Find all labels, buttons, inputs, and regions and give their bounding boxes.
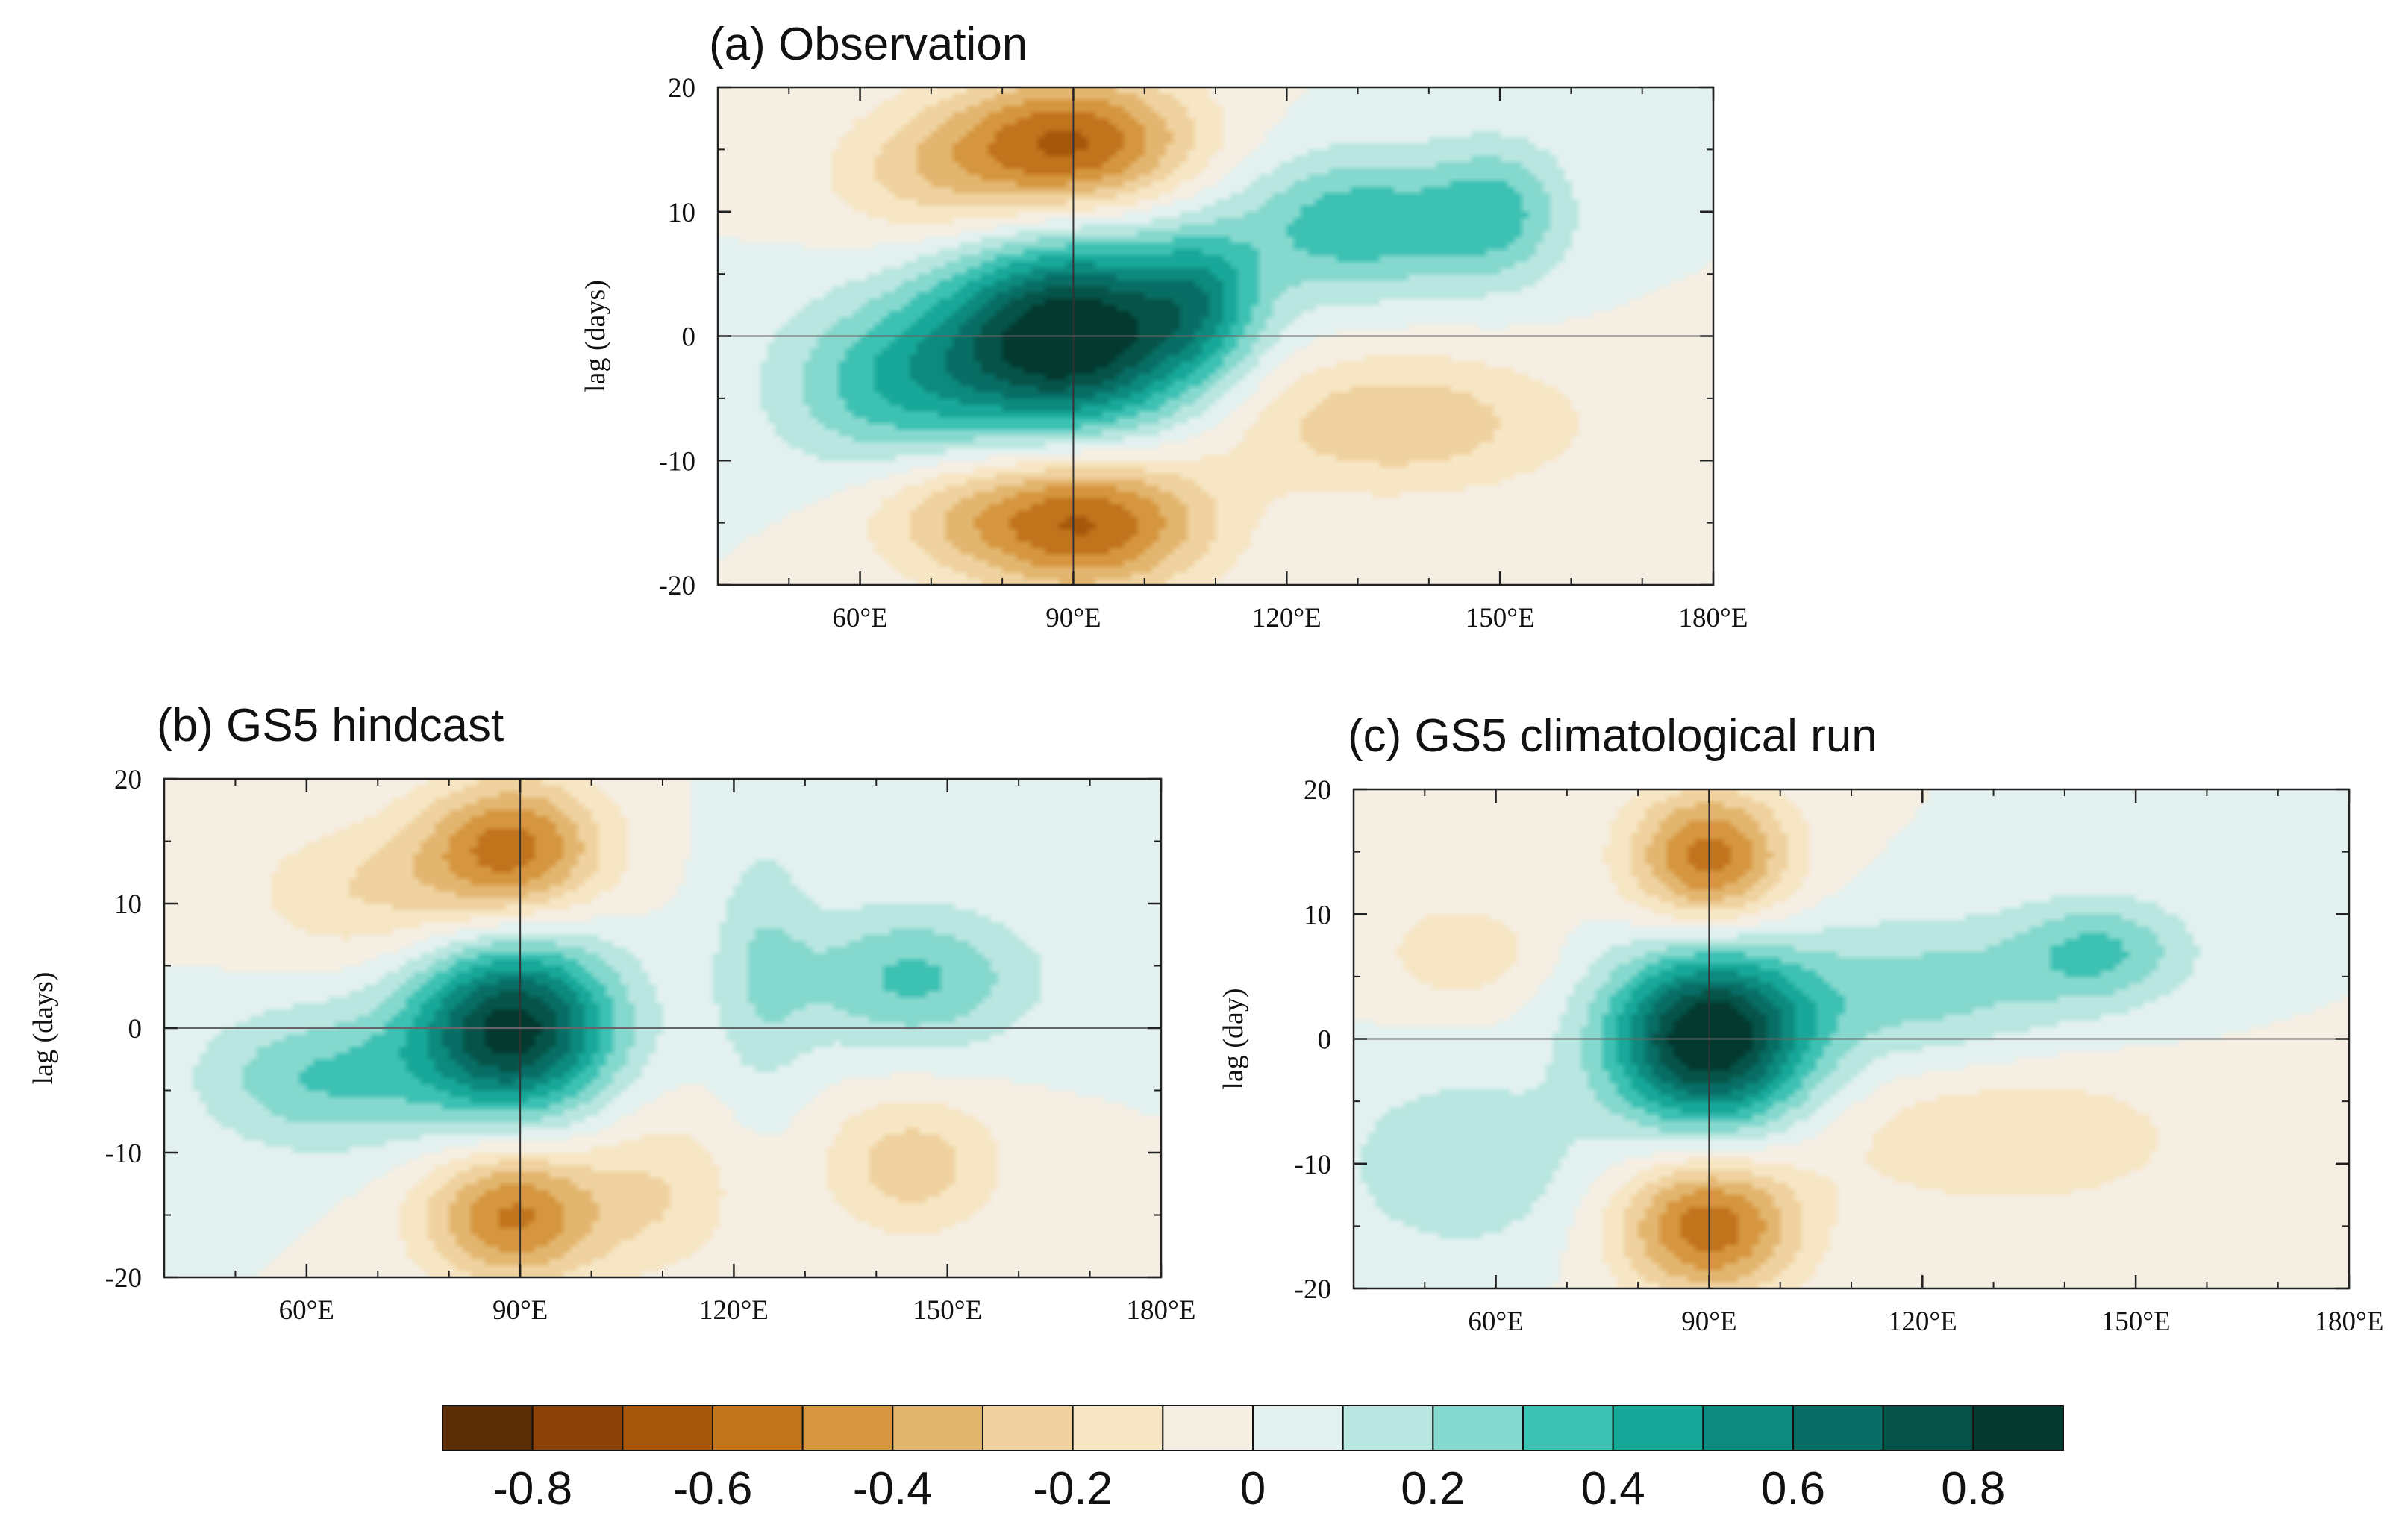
colorbar-swatch — [1972, 1405, 2064, 1451]
panel-title: (a) Observation — [709, 19, 1028, 70]
colorbar-tick-label: -0.8 — [492, 1463, 572, 1515]
colorbar-tick-label: -0.6 — [673, 1463, 753, 1515]
y-axis-label: lag (days) — [580, 280, 611, 392]
colorbar-tick-label: -0.2 — [1033, 1463, 1113, 1515]
x-tick-label: 60°E — [279, 1295, 334, 1326]
x-tick-label: 60°E — [832, 603, 887, 633]
colorbar-swatch — [1612, 1405, 1704, 1451]
colorbar-swatch — [982, 1405, 1074, 1451]
y-tick-label: 10 — [668, 198, 695, 228]
colorbar-tick-label: -0.4 — [853, 1463, 933, 1515]
y-tick-label: 10 — [114, 889, 142, 920]
x-tick-label: 90°E — [1681, 1306, 1736, 1337]
x-tick-label: 120°E — [699, 1295, 769, 1326]
y-tick-label: -20 — [105, 1263, 142, 1294]
x-tick-label: 120°E — [1888, 1306, 1957, 1337]
y-tick-label: 20 — [668, 73, 695, 104]
panel-a-observation: 60°E 90°E 120°E 150°E 180°E 20 10 0 -10 -20 lag (d… — [580, 19, 1748, 633]
y-tick-label: 0 — [128, 1014, 143, 1045]
colorbar-tick-label: 0.8 — [1941, 1463, 2005, 1515]
y-tick-label: 20 — [114, 765, 142, 795]
panel-title: (b) GS5 hindcast — [157, 700, 504, 751]
y-tick-label: 10 — [1304, 900, 1331, 930]
colorbar-tick-label: 0.2 — [1401, 1463, 1465, 1515]
y-tick-label: 20 — [1304, 775, 1331, 806]
y-tick-label: -10 — [1295, 1150, 1331, 1180]
x-tick-label: 120°E — [1252, 603, 1322, 633]
x-tick-label: 90°E — [492, 1295, 548, 1326]
colorbar: -0.8 -0.6 -0.4 -0.2 0 0.2 0.4 0.6 0.8 — [442, 1405, 2064, 1515]
colorbar-swatch — [1522, 1405, 1614, 1451]
y-tick-label: -10 — [659, 446, 695, 477]
colorbar-swatch — [1702, 1405, 1794, 1451]
x-tick-label: 60°E — [1468, 1306, 1523, 1337]
colorbar-swatch — [892, 1405, 984, 1451]
colorbar-swatch — [1432, 1405, 1524, 1451]
colorbar-tick-label: 0.6 — [1761, 1463, 1825, 1515]
x-tick-label: 150°E — [2101, 1306, 2171, 1337]
colorbar-swatch — [1252, 1405, 1344, 1451]
panel-c-gs5-climatological-run: 60°E 90°E 120°E 150°E 180°E 20 10 0 -10 -20 lag (d… — [1218, 710, 2383, 1337]
colorbar-swatch — [1882, 1405, 1974, 1451]
x-tick-label: 180°E — [2315, 1306, 2384, 1337]
panel-b-gs5-hindcast: 60°E 90°E 120°E 150°E 180°E 20 10 0 -10 -20 lag (d… — [28, 700, 1195, 1326]
x-tick-label: 150°E — [1466, 603, 1535, 633]
x-tick-label: 180°E — [1679, 603, 1748, 633]
colorbar-swatch — [442, 1405, 534, 1451]
colorbar-tick-label: 0 — [1240, 1463, 1266, 1515]
y-tick-label: 0 — [682, 322, 696, 353]
y-tick-label: -20 — [1295, 1274, 1331, 1305]
colorbar-swatch — [531, 1405, 624, 1451]
colorbar-swatch — [1072, 1405, 1164, 1451]
y-axis-label: lag (day) — [1218, 988, 1249, 1089]
colorbar-swatch — [801, 1405, 894, 1451]
panel-title: (c) GS5 climatological run — [1348, 710, 1877, 762]
x-tick-label: 150°E — [913, 1295, 982, 1326]
x-tick-label: 90°E — [1045, 603, 1101, 633]
x-tick-label: 180°E — [1127, 1295, 1196, 1326]
colorbar-swatch — [622, 1405, 713, 1451]
colorbar-swatch — [1162, 1405, 1254, 1451]
y-axis-label: lag (days) — [28, 972, 59, 1085]
y-tick-label: -20 — [659, 571, 695, 601]
y-tick-label: 0 — [1318, 1025, 1332, 1056]
colorbar-swatch — [1792, 1405, 1884, 1451]
colorbar-swatch — [712, 1405, 804, 1451]
colorbar-tick-label: 0.4 — [1581, 1463, 1645, 1515]
y-tick-label: -10 — [105, 1139, 142, 1169]
colorbar-swatch — [1342, 1405, 1434, 1451]
